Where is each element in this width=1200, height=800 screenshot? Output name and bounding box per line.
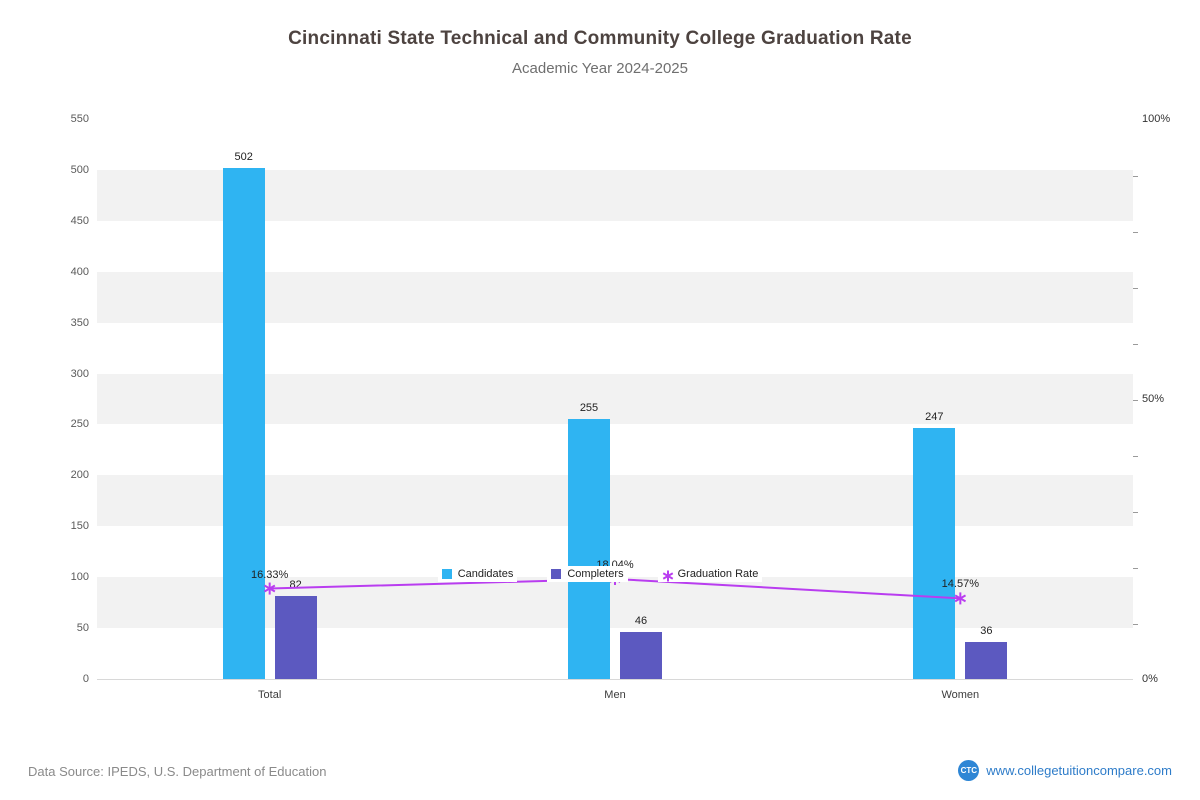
category-label-men: Men — [604, 689, 626, 701]
graduation-rate-point-label: 16.33% — [251, 568, 289, 581]
bar-value-label: 36 — [980, 625, 993, 638]
chart-legend: Candidates Completers Graduation Rate — [0, 566, 1200, 582]
plot-stripe — [97, 475, 1133, 527]
left-axis-tick-label: 300 — [70, 367, 89, 380]
legend-item-completers[interactable]: Completers — [547, 566, 628, 582]
completers-swatch-icon — [551, 569, 562, 579]
category-label-total: Total — [258, 689, 282, 701]
plot-stripe — [97, 169, 1133, 221]
plot-stripe — [97, 271, 1133, 323]
left-axis-tick-label: 550 — [70, 113, 89, 125]
left-axis-tick-label: 250 — [70, 418, 89, 431]
bar-value-label: 46 — [634, 615, 648, 628]
brand-footer: CTC www.collegetuitioncompare.com — [958, 760, 1172, 781]
left-axis-tick-label: 0 — [82, 673, 89, 685]
bar-value-label: 247 — [925, 410, 944, 423]
data-source-note: Data Source: IPEDS, U.S. Department of E… — [28, 764, 327, 779]
right-axis-tick-label: 50% — [1142, 393, 1165, 405]
right-axis-tick-label: 0% — [1142, 673, 1158, 685]
bar-candidates-women[interactable] — [913, 427, 956, 679]
left-axis-tick-label: 100 — [70, 571, 89, 584]
plot-stripe — [97, 220, 1133, 272]
legend-label: Completers — [567, 568, 624, 580]
plot-stripe — [97, 424, 1133, 476]
legend-label: Candidates — [457, 568, 514, 580]
plot-stripe — [97, 322, 1133, 374]
chart-title: Cincinnati State Technical and Community… — [288, 28, 912, 49]
right-axis-minor-tick — [1133, 344, 1138, 345]
right-axis-minor-tick — [1133, 288, 1138, 289]
bar-completers-total[interactable] — [274, 595, 317, 679]
right-axis-minor-tick — [1133, 456, 1138, 457]
plot-area: 502 82 255 46 247 36 16.33% 18.04% 14.57% — [97, 119, 1133, 680]
graduation-rate-star-icon — [662, 570, 673, 582]
left-axis-tick-label: 150 — [70, 520, 89, 533]
category-label-women: Women — [941, 689, 980, 701]
candidates-swatch-icon — [441, 569, 452, 579]
legend-item-candidates[interactable]: Candidates — [437, 566, 518, 582]
ctc-logo-icon: CTC — [958, 760, 980, 781]
right-axis-tick-label: 100% — [1142, 113, 1171, 125]
chart-area: 502 82 255 46 247 36 16.33% 18.04% 14.57% 0 50 100… — [0, 113, 1200, 720]
right-axis-minor-tick — [1133, 512, 1138, 513]
left-axis-tick-label: 350 — [70, 316, 89, 329]
plot-stripe — [97, 628, 1133, 679]
legend-item-graduation-rate[interactable]: Graduation Rate — [657, 566, 763, 582]
graduation-rate-point-label: 14.57% — [941, 578, 979, 591]
legend-label: Graduation Rate — [677, 568, 759, 580]
right-axis-minor-tick — [1133, 176, 1138, 177]
right-axis-tick — [1133, 400, 1138, 401]
right-axis-minor-tick — [1133, 232, 1138, 233]
right-axis-minor-tick — [1133, 568, 1138, 569]
left-axis-tick-label: 450 — [70, 214, 89, 227]
bar-value-label: 255 — [579, 402, 599, 415]
right-axis-minor-tick — [1133, 624, 1138, 625]
left-axis-tick-label: 200 — [70, 469, 89, 482]
site-link[interactable]: www.collegetuitioncompare.com — [986, 763, 1172, 778]
bar-completers-men[interactable] — [620, 632, 662, 679]
left-axis-tick-label: 500 — [70, 163, 89, 176]
plot-stripe — [97, 119, 1133, 170]
bar-completers-women[interactable] — [965, 642, 1008, 679]
left-axis-tick-label: 400 — [70, 265, 89, 278]
left-axis-tick-label: 50 — [76, 622, 89, 635]
bar-candidates-total[interactable] — [222, 167, 265, 679]
bar-value-label: 502 — [234, 150, 253, 163]
plot-stripe — [97, 373, 1133, 425]
bar-candidates-men[interactable] — [568, 419, 610, 679]
chart-subtitle: Academic Year 2024-2025 — [512, 60, 688, 77]
graduation-rate-line — [263, 572, 967, 605]
